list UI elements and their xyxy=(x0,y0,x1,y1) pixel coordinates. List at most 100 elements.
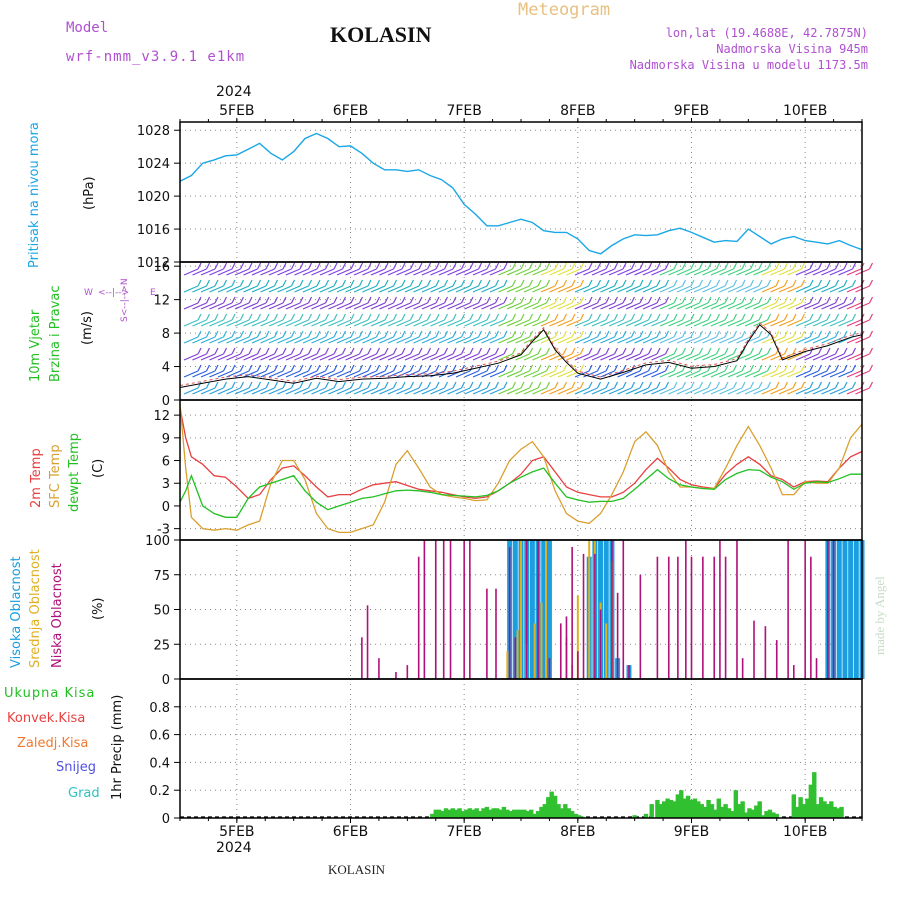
wind-barb xyxy=(727,370,743,378)
wind-barb-flag xyxy=(766,347,772,355)
wind-barb-flag xyxy=(222,330,228,338)
precip-bar xyxy=(454,809,459,818)
wind-barb xyxy=(744,353,760,361)
model-name: wrf-nmm_v3.9.1 e1km xyxy=(66,49,246,65)
wind-barb xyxy=(370,319,386,327)
wind-barb xyxy=(719,268,734,276)
wind-barb xyxy=(192,370,207,378)
wind-barb xyxy=(515,268,530,276)
wind-barb-flag xyxy=(205,313,211,321)
wind-barb xyxy=(209,268,224,276)
wind-barb-flag xyxy=(596,330,602,338)
wind-barb xyxy=(676,353,692,361)
wind-barb xyxy=(481,285,496,293)
wind-barb xyxy=(209,302,224,310)
wind-barb xyxy=(421,268,437,276)
wind-barb-flag xyxy=(401,279,406,287)
precip-bar xyxy=(658,804,664,818)
y-tick-label: 16 xyxy=(153,260,170,275)
wind-barb-flag xyxy=(375,364,381,372)
precip-bar xyxy=(573,813,578,818)
wind-barb-flag xyxy=(299,279,304,287)
wind-barb-flag xyxy=(596,381,602,389)
wind-barb xyxy=(846,353,862,361)
wind-barb xyxy=(328,302,343,310)
wind-barb-flag xyxy=(630,364,636,372)
cloud-low-bar xyxy=(417,556,420,679)
wind-barb-flag xyxy=(197,262,202,270)
wind-barb-flag xyxy=(766,279,772,287)
wind-barb xyxy=(464,302,479,310)
wind-barb-flag xyxy=(749,262,755,270)
wind-barb xyxy=(634,268,649,276)
wind-barb-flag xyxy=(681,364,687,372)
model-label: Model xyxy=(66,20,109,36)
wind-barb-flag xyxy=(435,262,440,270)
wind-barb xyxy=(506,336,522,344)
cloud-low-bar xyxy=(442,540,445,679)
wind-barb-flag xyxy=(333,313,338,321)
precip-bar xyxy=(576,815,582,818)
precip-bar xyxy=(471,809,476,818)
x-tick-label-top: 6FEB xyxy=(333,103,368,119)
wind-barb xyxy=(353,285,369,293)
wind-barb-flag xyxy=(494,330,500,338)
wind-barb-flag xyxy=(299,313,304,321)
wind-barb xyxy=(413,285,428,293)
wind-barb-flag xyxy=(248,262,253,270)
y-tick-label: 100 xyxy=(145,534,170,549)
wind-barb xyxy=(642,353,658,361)
wind-barb-flag xyxy=(443,313,449,321)
wind-barb-flag xyxy=(358,262,364,270)
wind-barb xyxy=(727,387,743,395)
y-tick-label: 6 xyxy=(162,455,170,470)
wind-barb-flag xyxy=(367,313,372,321)
wind-barb-flag xyxy=(741,347,746,355)
wind-barb xyxy=(481,302,496,310)
wind-barb-flag xyxy=(843,381,848,389)
wind-barb xyxy=(838,370,853,378)
cloud-low-bar xyxy=(514,637,517,679)
wind-barb xyxy=(489,285,505,293)
wind-barb-flag xyxy=(622,296,627,304)
wind-barb-flag xyxy=(299,330,304,338)
wind-barb xyxy=(540,302,556,310)
wind-barb-flag xyxy=(537,313,542,321)
wind-barb xyxy=(421,353,437,361)
wind-barb-flag xyxy=(758,296,763,304)
wind-barb-flag xyxy=(664,381,670,389)
wind-barb xyxy=(285,302,301,310)
wind-barb xyxy=(277,387,292,395)
wind-barb xyxy=(676,285,692,293)
wind-barb xyxy=(311,285,326,293)
wind-barb-flag xyxy=(214,381,219,389)
y-tick-label: 0 xyxy=(162,394,170,409)
wind-barb xyxy=(668,319,683,327)
wind-barb-flag xyxy=(851,347,857,355)
wind-barb-flag xyxy=(316,313,321,321)
wind-barb-flag xyxy=(443,364,449,372)
wind-barb xyxy=(685,302,700,310)
wind-barb xyxy=(736,319,751,327)
wind-barb-flag xyxy=(613,296,619,304)
precip-bar xyxy=(457,808,462,818)
wind-barb xyxy=(506,302,522,310)
y-tick-label: 1028 xyxy=(137,124,170,139)
wind-barb xyxy=(761,302,777,310)
wind-barb xyxy=(209,319,224,327)
wind-barb xyxy=(447,302,462,310)
wind-barb-flag xyxy=(418,330,423,338)
wind-barb-flag xyxy=(588,347,593,355)
wind-barb xyxy=(506,370,522,378)
wind-barb xyxy=(736,302,751,310)
wind-barb xyxy=(693,319,709,327)
wind-barb xyxy=(736,370,751,378)
wind-barb xyxy=(770,268,785,276)
wind-barb-flag xyxy=(197,296,202,304)
wind-barb-flag xyxy=(248,313,253,321)
wind-barb xyxy=(770,353,785,361)
wind-barb xyxy=(532,353,547,361)
wind-barb-flag xyxy=(503,347,508,355)
wind-barb xyxy=(795,319,811,327)
x-tick-label-bottom: 5FEB xyxy=(219,824,254,840)
